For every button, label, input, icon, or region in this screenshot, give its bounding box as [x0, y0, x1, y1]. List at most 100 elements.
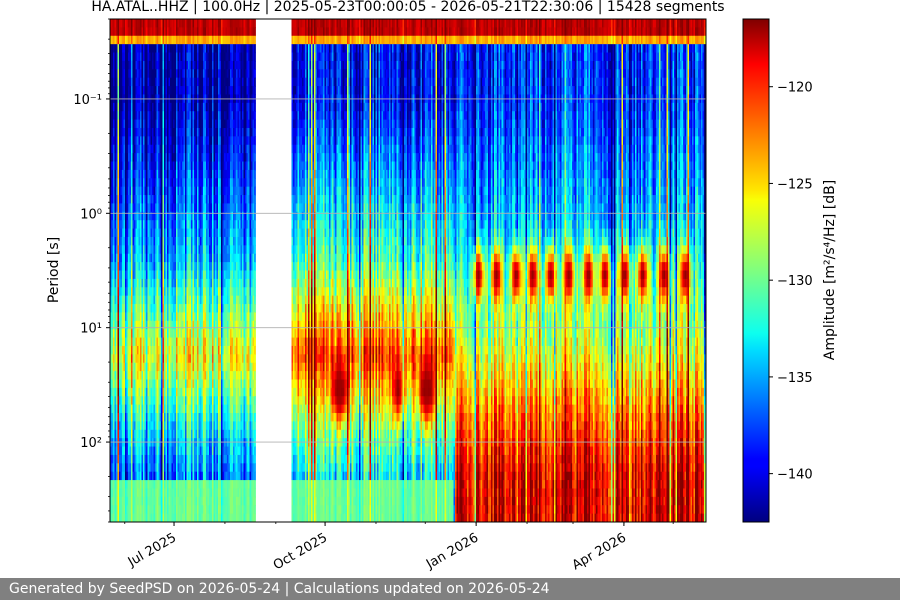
heatmap-cell [170, 169, 172, 179]
heatmap-cell [140, 488, 142, 498]
heatmap-cell [188, 287, 190, 297]
heatmap-cell [114, 236, 117, 246]
heatmap-cell [189, 429, 192, 439]
heatmap-cell [176, 396, 178, 406]
heatmap-cell [146, 127, 148, 137]
heatmap-cell [159, 220, 162, 230]
heatmap-cell [174, 186, 177, 196]
heatmap-cell [192, 262, 195, 272]
heatmap-cell [206, 253, 208, 263]
heatmap-cell [185, 19, 187, 28]
heatmap-cell [183, 111, 186, 121]
heatmap-cell [167, 379, 169, 389]
heatmap-cell [203, 144, 205, 154]
heatmap-cell [189, 387, 192, 397]
heatmap-cell [123, 505, 126, 515]
heatmap-cell [167, 153, 169, 163]
heatmap-cell [209, 505, 211, 515]
heatmap-cell [209, 52, 211, 62]
heatmap-cell [117, 228, 120, 238]
heatmap-cell [186, 295, 189, 305]
heatmap-cell [179, 480, 181, 490]
heatmap-cell [197, 337, 199, 347]
heatmap-cell [116, 111, 118, 121]
heatmap-cell [117, 278, 120, 288]
heatmap-cell [155, 404, 157, 414]
heatmap-cell [167, 211, 169, 221]
heatmap-cell [147, 52, 150, 62]
heatmap-cell [177, 387, 180, 397]
heatmap-cell [204, 262, 207, 272]
heatmap-cell [110, 245, 112, 255]
heatmap-cell [117, 295, 120, 305]
heatmap-cell [168, 505, 171, 515]
heatmap-cell [144, 421, 147, 431]
heatmap-cell [138, 329, 141, 339]
heatmap-cell [152, 429, 154, 439]
heatmap-cell [114, 287, 117, 297]
heatmap-cell [164, 19, 166, 28]
heatmap-cell [168, 153, 171, 163]
heatmap-cell [162, 446, 165, 456]
heatmap-cell [116, 396, 118, 406]
heatmap-cell [209, 228, 211, 238]
heatmap-cell [128, 480, 130, 490]
heatmap-cell [110, 496, 112, 506]
heatmap-cell [110, 471, 112, 481]
heatmap-cell [182, 203, 184, 213]
heatmap-cell [156, 220, 159, 230]
heatmap-cell [137, 236, 139, 246]
heatmap-cell [186, 463, 189, 473]
heatmap-cell [212, 44, 214, 54]
heatmap-cell [201, 278, 204, 288]
heatmap-cell [215, 136, 217, 146]
heatmap-cell [185, 195, 187, 205]
heatmap-cell [152, 60, 154, 70]
heatmap-cell [162, 438, 165, 448]
heatmap-cell [126, 35, 129, 45]
heatmap-cell [126, 278, 129, 288]
heatmap-cell [194, 312, 196, 322]
heatmap-cell [117, 337, 120, 347]
heatmap-cell [131, 144, 133, 154]
heatmap-cell [192, 220, 195, 230]
heatmap-cell [128, 60, 130, 70]
heatmap-cell [155, 295, 157, 305]
heatmap-cell [168, 236, 171, 246]
heatmap-cell [117, 153, 120, 163]
heatmap-cell [204, 236, 207, 246]
heatmap-cell [183, 186, 186, 196]
heatmap-cell [192, 329, 195, 339]
heatmap-cell [117, 253, 120, 263]
heatmap-cell [182, 86, 184, 96]
heatmap-cell [185, 270, 187, 280]
heatmap-cell [209, 270, 211, 280]
heatmap-cell [189, 396, 192, 406]
heatmap-cell [162, 362, 165, 372]
heatmap-cell [167, 320, 169, 330]
heatmap-cell [117, 161, 120, 171]
heatmap-cell [195, 471, 198, 481]
heatmap-cell [173, 505, 175, 515]
heatmap-cell [146, 144, 148, 154]
heatmap-cell [191, 262, 193, 272]
heatmap-cell [179, 387, 181, 397]
heatmap-cell [171, 312, 174, 322]
heatmap-cell [128, 304, 130, 314]
heatmap-cell [164, 27, 166, 37]
heatmap-cell [182, 345, 184, 355]
heatmap-cell [173, 52, 175, 62]
heatmap-cell [110, 35, 112, 45]
heatmap-cell [209, 144, 211, 154]
heatmap-cell [122, 77, 124, 87]
heatmap-cell [168, 463, 171, 473]
heatmap-cell [125, 505, 127, 515]
heatmap-cell [182, 429, 184, 439]
heatmap-cell [204, 329, 207, 339]
heatmap-cell [176, 438, 178, 448]
heatmap-cell [179, 119, 181, 129]
heatmap-cell [185, 52, 187, 62]
heatmap-cell [192, 211, 195, 221]
heatmap-cell [201, 169, 204, 179]
heatmap-cell [209, 488, 211, 498]
